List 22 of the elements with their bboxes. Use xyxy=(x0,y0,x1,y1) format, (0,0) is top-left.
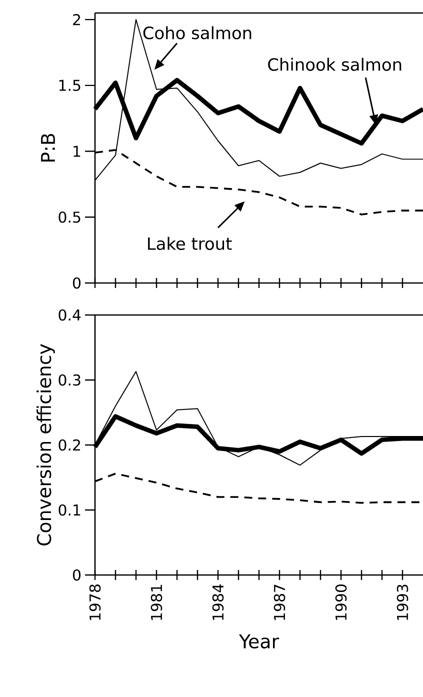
y-axis-title: Conversion efficiency xyxy=(36,344,55,546)
x-axis-title: Year xyxy=(238,634,280,648)
y-tick-label: 1 xyxy=(74,146,80,157)
y-tick-label: 0 xyxy=(72,569,81,581)
x-tick-label: 1993 xyxy=(396,584,408,620)
y-axis-title: P:B xyxy=(41,134,55,162)
x-tick-label: 1984 xyxy=(212,584,224,620)
text: Chinook salmon xyxy=(268,58,402,71)
y-tick-label: 0.4 xyxy=(58,309,81,321)
legend-label: Lake trout xyxy=(148,236,232,250)
x-tick-label: 1990 xyxy=(335,584,347,620)
y-tick-label: 0.2 xyxy=(58,439,80,451)
y-tick-label: 2 xyxy=(73,14,80,26)
y-tick-label: 0.1 xyxy=(58,504,80,516)
x-tick-label: 1987 xyxy=(274,584,286,620)
y-tick-label: 1.5 xyxy=(59,80,80,91)
series-label: Coho salmon xyxy=(143,26,252,40)
y-tick-label: 0 xyxy=(72,277,81,289)
x-tick-label: 1978 xyxy=(89,584,101,620)
y-tick-label: 0.5 xyxy=(58,211,80,223)
y-tick-label: 0.3 xyxy=(58,374,80,386)
x-tick-label: 1981 xyxy=(150,584,162,620)
